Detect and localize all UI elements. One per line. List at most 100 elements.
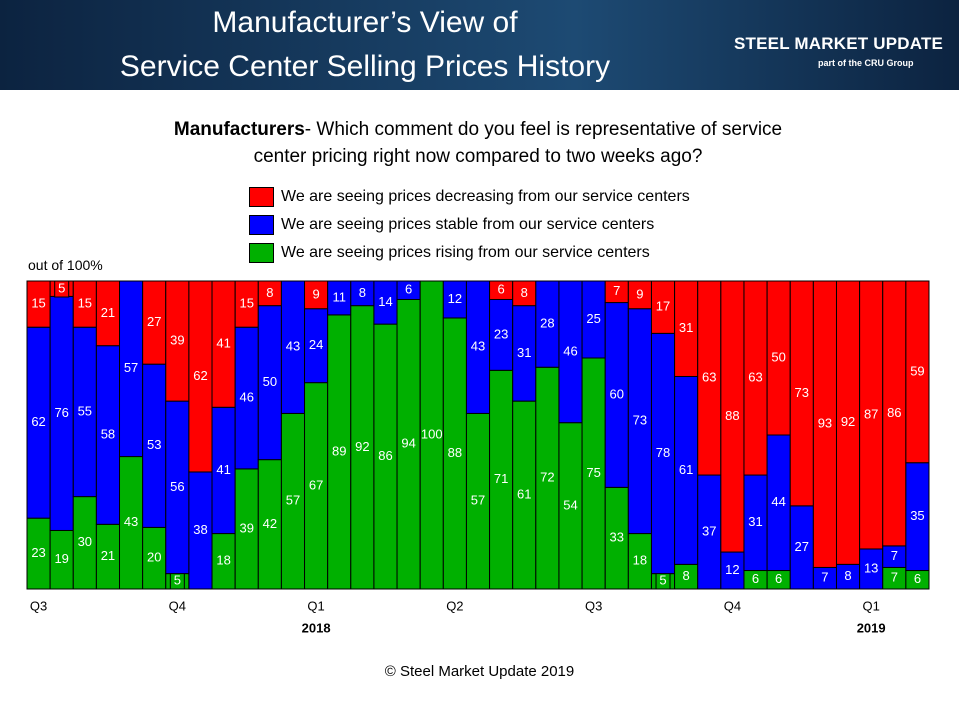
value-label: 6 <box>775 571 782 586</box>
value-label: 7 <box>821 570 828 585</box>
value-label: 5 <box>659 572 666 587</box>
value-label: 6 <box>914 571 921 586</box>
value-label: 63 <box>748 369 762 384</box>
value-label: 39 <box>239 520 253 535</box>
value-label: 11 <box>332 289 346 304</box>
value-label: 13 <box>864 560 878 575</box>
value-label: 20 <box>147 550 161 565</box>
value-label: 7 <box>891 570 898 585</box>
value-label: 62 <box>31 414 45 429</box>
value-label: 17 <box>656 299 670 314</box>
value-label: 38 <box>193 522 207 537</box>
value-label: 86 <box>378 448 392 463</box>
value-label: 9 <box>312 286 319 301</box>
value-label: 41 <box>216 336 230 351</box>
value-label: 63 <box>702 369 716 384</box>
year-label: 2018 <box>302 620 331 635</box>
value-label: 75 <box>586 465 600 480</box>
value-label: 62 <box>193 368 207 383</box>
x-tick-label: Q3 <box>30 598 47 613</box>
x-tick-label: Q3 <box>585 598 602 613</box>
value-label: 12 <box>448 291 462 306</box>
value-label: 8 <box>359 285 366 300</box>
value-label: 89 <box>332 443 346 458</box>
value-label: 46 <box>563 343 577 358</box>
value-label: 8 <box>844 568 851 583</box>
bar-segment <box>905 280 930 464</box>
value-label: 58 <box>101 426 115 441</box>
value-label: 61 <box>517 486 531 501</box>
value-label: 73 <box>795 385 809 400</box>
value-label: 100 <box>421 426 443 441</box>
value-label: 6 <box>752 571 759 586</box>
legend-label: We are seeing prices rising from our ser… <box>281 244 650 261</box>
value-label: 21 <box>101 305 115 320</box>
x-tick-label: Q1 <box>863 598 880 613</box>
value-label: 88 <box>448 445 462 460</box>
value-label: 67 <box>309 477 323 492</box>
value-label: 12 <box>725 562 739 577</box>
value-label: 73 <box>633 413 647 428</box>
value-label: 50 <box>771 349 785 364</box>
question-bold: Manufacturers <box>173 119 305 140</box>
value-label: 37 <box>702 523 716 538</box>
value-label: 93 <box>818 416 832 431</box>
value-label: 31 <box>748 514 762 529</box>
x-tick-label: Q4 <box>724 598 741 613</box>
value-label: 41 <box>216 462 230 477</box>
value-label: 43 <box>471 339 485 354</box>
value-label: 25 <box>586 311 600 326</box>
value-label: 61 <box>679 462 693 477</box>
value-label: 54 <box>563 497 577 512</box>
value-label: 76 <box>54 405 68 420</box>
value-label: 9 <box>636 286 643 301</box>
value-label: 23 <box>494 326 508 341</box>
value-label: 57 <box>124 360 138 375</box>
value-label: 21 <box>101 548 115 563</box>
value-label: 53 <box>147 437 161 452</box>
header: Manufacturer’s View of Service Center Se… <box>0 0 959 90</box>
value-label: 43 <box>124 514 138 529</box>
value-label: 14 <box>378 294 392 309</box>
value-label: 8 <box>521 285 528 300</box>
value-label: 18 <box>633 553 647 568</box>
value-label: 56 <box>170 479 184 494</box>
question: Manufacturers- Which comment do you feel… <box>150 116 806 170</box>
logo: STEEL MARKET UPDATE <box>734 34 944 53</box>
value-label: 31 <box>517 345 531 360</box>
value-label: 27 <box>147 314 161 329</box>
value-label: 15 <box>239 296 253 311</box>
value-label: 87 <box>864 406 878 421</box>
value-label: 33 <box>610 530 624 545</box>
value-label: 24 <box>309 337 323 352</box>
value-label: 23 <box>31 545 45 560</box>
label-box <box>54 280 70 298</box>
title: Manufacturer’s View of <box>212 6 518 39</box>
logo-sub: part of the CRU Group <box>818 58 914 68</box>
value-label: 7 <box>891 548 898 563</box>
value-label: 78 <box>656 445 670 460</box>
value-label: 18 <box>216 553 230 568</box>
value-label: 72 <box>540 470 554 485</box>
footer: © Steel Market Update 2019 <box>384 663 575 680</box>
annotation: out of 100% <box>28 257 103 273</box>
value-label: 57 <box>471 493 485 508</box>
legend-label: We are seeing prices decreasing from our… <box>281 188 690 205</box>
value-label: 6 <box>498 282 505 297</box>
value-label: 60 <box>610 386 624 401</box>
value-label: 86 <box>887 405 901 420</box>
value-label: 71 <box>494 471 508 486</box>
legend-swatch <box>249 187 274 207</box>
value-label: 42 <box>263 516 277 531</box>
value-label: 59 <box>910 363 924 378</box>
legend-label: We are seeing prices stable from our ser… <box>281 216 655 233</box>
value-label: 35 <box>910 508 924 523</box>
value-label: 44 <box>771 494 785 509</box>
x-tick-label: Q2 <box>446 598 463 613</box>
value-label: 8 <box>266 285 273 300</box>
value-label: 92 <box>355 439 369 454</box>
value-label: 7 <box>613 283 620 298</box>
value-label: 55 <box>78 403 92 418</box>
x-tick-label: Q4 <box>169 598 186 613</box>
